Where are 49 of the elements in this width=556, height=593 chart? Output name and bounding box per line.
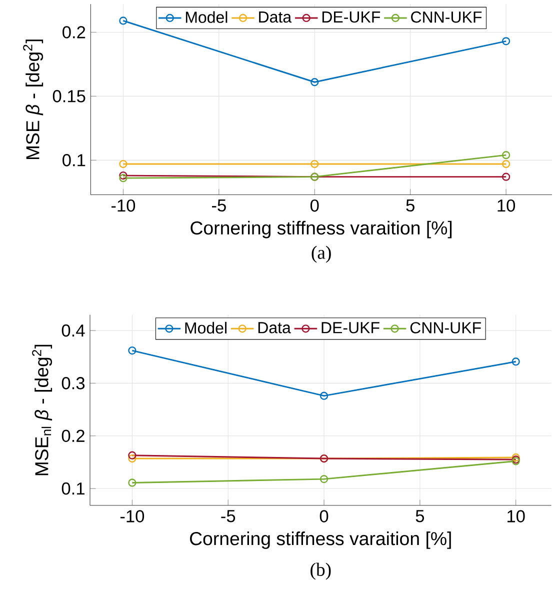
y-tick-label: 0.1: [62, 482, 84, 495]
point: [320, 392, 328, 400]
x-tick-label: 10: [498, 199, 516, 212]
point: [512, 453, 520, 462]
x-tick-label: -10: [120, 510, 144, 522]
y-tick-label: 0.4: [62, 324, 85, 337]
y-tick-label: 0.2: [62, 26, 86, 38]
point: [512, 358, 520, 366]
legend-label: CNN-UKF: [410, 322, 481, 334]
x-tick-label: -10: [111, 199, 136, 212]
y-axis-title: MSE$_{nl}$ β - [deg$^{2}$]: [32, 344, 52, 476]
y-tick-label: 0.1: [62, 154, 86, 166]
x-tick-label: 5: [416, 510, 424, 522]
point: [502, 160, 510, 168]
x-tick-label: 5: [406, 199, 414, 212]
point: [119, 174, 128, 182]
y-tick-label: 0.3: [62, 377, 85, 390]
x-tick-label: 0: [320, 510, 328, 522]
point: [128, 454, 136, 463]
x-tick-label: -5: [212, 199, 226, 212]
legend-label: DE-UKF: [322, 12, 380, 23]
point: [310, 160, 319, 168]
x-tick-label: 10: [508, 510, 525, 522]
text: (a): [312, 246, 331, 263]
x-tick-label: 0: [310, 199, 319, 212]
point: [502, 151, 510, 160]
point: [502, 172, 510, 181]
x-axis-title: Cornering stiffness varaition [%]: [190, 220, 452, 238]
x-axis-title: Cornering stiffness varaition [%]: [190, 532, 451, 549]
point: [320, 474, 328, 484]
point: [128, 478, 136, 487]
legend-label: DE-UKF: [322, 322, 380, 334]
point: [128, 346, 136, 355]
point: [128, 451, 136, 460]
x-tick-label: -5: [221, 510, 236, 522]
point: [119, 160, 128, 168]
legend-label: CNN-UKF: [411, 11, 482, 23]
legend-label: Data: [259, 12, 292, 23]
point: [119, 171, 128, 180]
legend-label: Model: [186, 11, 228, 23]
y-tick-label: 0.2: [62, 430, 84, 442]
legend-label: Data: [258, 322, 291, 334]
y-axis-title: MSE β - [deg$^{2}$]: [23, 40, 44, 160]
legend-label: Model: [185, 322, 226, 334]
point: [119, 16, 128, 25]
point: [502, 37, 510, 46]
point: [310, 78, 319, 86]
y-tick-label: 0.15: [52, 90, 86, 102]
text: (b): [310, 562, 331, 580]
